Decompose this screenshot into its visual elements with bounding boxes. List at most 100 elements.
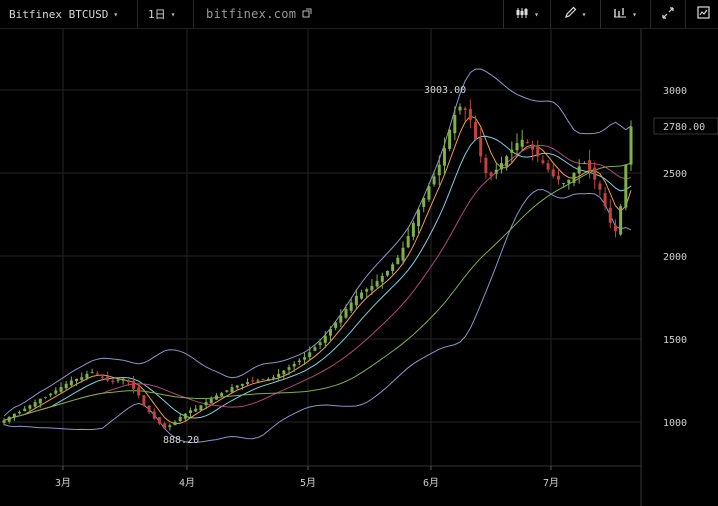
chart-annotations: 3003.00 888.20 xyxy=(163,85,466,446)
candle-body xyxy=(567,179,571,184)
candle-body xyxy=(520,139,524,147)
candle-body xyxy=(69,380,73,386)
candle-body xyxy=(562,182,566,184)
indicators-button[interactable]: ▾ xyxy=(603,0,647,28)
candle-body xyxy=(479,137,483,157)
candle-body xyxy=(624,164,628,208)
low-label: 888.20 xyxy=(163,435,199,446)
candle-body xyxy=(43,396,47,398)
candlestick-icon xyxy=(515,7,529,22)
candle-body xyxy=(54,390,58,394)
chart-grid xyxy=(0,29,641,466)
candle-body xyxy=(204,402,208,406)
candle-body xyxy=(235,385,239,388)
candle-body xyxy=(168,425,172,428)
candle-body xyxy=(577,166,581,174)
candle-body xyxy=(142,395,146,406)
indicators-icon xyxy=(613,7,627,22)
candle-body xyxy=(38,398,42,404)
candle-body xyxy=(629,126,633,165)
month-tick-label: 6月 xyxy=(423,477,439,489)
symbol-selector[interactable]: Bitfinex BTCUSD ▾ xyxy=(9,0,137,28)
price-chart[interactable]: 3000 2500 2000 1500 1000 3月 4月 5月 6月 7月 3003.00 … xyxy=(0,29,718,506)
candle-body xyxy=(95,373,99,375)
candle-body xyxy=(339,315,343,323)
drawing-tool-button[interactable]: ▾ xyxy=(553,0,597,28)
candle-body xyxy=(334,322,338,328)
site-link[interactable]: bitfinex.com xyxy=(206,0,316,28)
last-price-marker: 2780.00 xyxy=(653,117,718,135)
candle-body xyxy=(308,352,312,358)
candle-body xyxy=(588,160,592,170)
chart-toolbar: Bitfinex BTCUSD ▾ 1日 ▾ bitfinex.com ▾ ▾ … xyxy=(0,0,718,29)
candle-body xyxy=(468,108,472,120)
moving-averages xyxy=(3,115,632,425)
candle-body xyxy=(541,160,545,164)
candle-body xyxy=(261,378,265,380)
candle-body xyxy=(147,405,151,413)
candle-body xyxy=(323,335,327,343)
candle-body xyxy=(313,347,317,351)
candle-body xyxy=(344,309,348,318)
candle-body xyxy=(246,382,250,385)
ma-mid-line xyxy=(3,135,632,421)
toolbar-divider xyxy=(600,0,601,28)
candle-body xyxy=(510,149,514,153)
candle-body xyxy=(189,410,193,414)
candle-body xyxy=(282,370,286,375)
price-tick-label: 1000 xyxy=(663,418,687,429)
candle-body xyxy=(100,376,104,378)
candle-body xyxy=(303,357,307,360)
candle-body xyxy=(391,264,395,272)
candle-body xyxy=(489,172,493,177)
toolbar-divider xyxy=(650,0,651,28)
toolbar-divider xyxy=(193,0,194,28)
candle-body xyxy=(608,207,612,223)
candle-body xyxy=(292,363,296,367)
candle-body xyxy=(266,378,270,381)
interval-selector[interactable]: 1日 ▾ xyxy=(148,0,190,28)
candle-body xyxy=(194,408,198,412)
candle-body xyxy=(448,129,452,149)
candle-body xyxy=(256,380,260,382)
toolbar-divider xyxy=(137,0,138,28)
candle-body xyxy=(582,163,586,165)
candle-body xyxy=(49,393,53,396)
candle-body xyxy=(593,167,597,180)
candle-body xyxy=(137,387,141,396)
ma-fast-line xyxy=(3,115,632,425)
candle-body xyxy=(531,144,535,150)
candle-body xyxy=(422,197,426,207)
ma-slow-line xyxy=(3,144,632,421)
price-axis: 3000 2500 2000 1500 1000 xyxy=(640,29,687,506)
toolbar-divider xyxy=(550,0,551,28)
candle-body xyxy=(178,417,182,422)
candle-body xyxy=(396,257,400,265)
candle-body xyxy=(474,121,478,140)
candle-body xyxy=(525,142,529,144)
candle-body xyxy=(546,163,550,170)
candle-body xyxy=(240,383,244,386)
candle-body xyxy=(132,380,136,389)
candle-body xyxy=(214,395,218,400)
chart-type-button[interactable]: ▾ xyxy=(506,0,548,28)
price-tick-label: 3000 xyxy=(663,86,687,97)
candle-body xyxy=(220,392,224,396)
candle-body xyxy=(494,169,498,174)
candle-body xyxy=(417,209,421,227)
candle-body xyxy=(152,411,156,419)
candle-body xyxy=(442,148,446,166)
snapshot-button[interactable] xyxy=(688,0,718,28)
candle-body xyxy=(556,175,560,180)
candle-body xyxy=(427,186,431,200)
candle-body xyxy=(230,387,234,393)
month-tick-label: 7月 xyxy=(543,477,559,489)
candle-body xyxy=(380,275,384,282)
candle-body xyxy=(85,373,89,379)
candle-body xyxy=(613,225,617,232)
candle-body xyxy=(349,302,353,311)
site-label: bitfinex.com xyxy=(206,7,297,21)
candle-body xyxy=(354,295,358,306)
candle-body xyxy=(23,408,27,412)
fullscreen-button[interactable] xyxy=(653,0,683,28)
